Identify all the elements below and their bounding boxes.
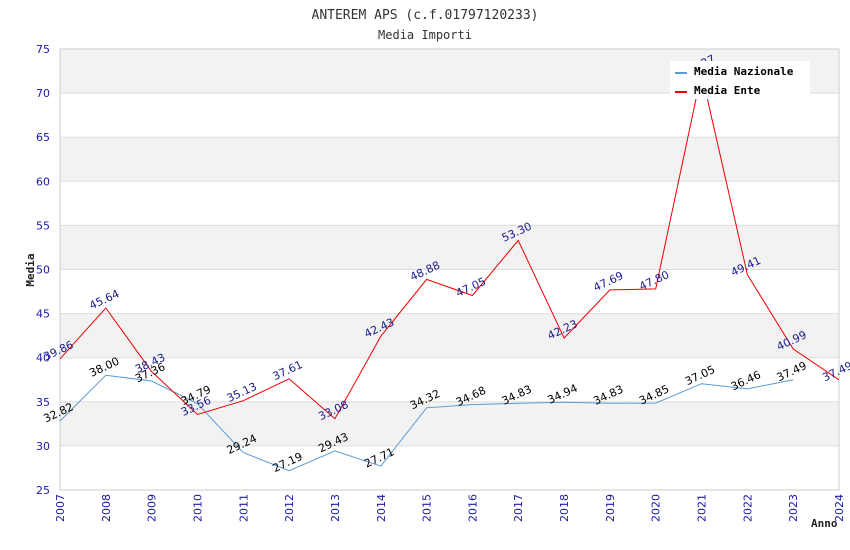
- series-line-media-ente: [59, 72, 840, 420]
- y-tick-label: 55: [36, 219, 50, 232]
- y-axis: 25 30 35 40 45 50 55 60 65 70 75: [36, 43, 50, 497]
- y-tick-label: 75: [36, 43, 50, 56]
- x-tick-label: 2020: [650, 494, 663, 522]
- plot-band: [60, 357, 839, 402]
- x-tick-label: 2015: [421, 494, 434, 522]
- x-tick-label: 2022: [741, 494, 754, 522]
- x-tick-label: 2013: [329, 494, 342, 522]
- x-tick-label: 2021: [696, 494, 709, 522]
- y-tick-label: 70: [36, 87, 50, 100]
- x-tick-label: 2008: [100, 494, 113, 522]
- y-tick-label: 40: [36, 352, 50, 365]
- plot-band: [60, 401, 839, 446]
- legend-label-media-ente: Media Ente: [694, 84, 761, 97]
- x-tick-label: 2019: [604, 494, 617, 522]
- x-axis: 2007 2008 2009 2010 2011 2012 2013 2014 2015 2016…: [54, 494, 846, 522]
- x-tick-label: 2024: [833, 494, 846, 522]
- x-tick-label: 2009: [146, 494, 159, 522]
- x-tick-label: 2007: [54, 494, 67, 522]
- plot-band: [60, 445, 839, 490]
- y-axis-title: Media: [24, 253, 37, 286]
- plot-frame: [59, 48, 840, 491]
- x-tick-label: 2011: [237, 494, 250, 522]
- x-tick-label: 2010: [191, 494, 204, 522]
- x-tick-label: 2018: [558, 494, 571, 522]
- plot-band: [60, 313, 839, 358]
- legend-box: [670, 61, 810, 99]
- chart-title: ANTEREM APS (c.f.01797120233): [312, 8, 539, 23]
- x-tick-label: 2016: [466, 494, 479, 522]
- y-tick-label: 35: [36, 396, 50, 409]
- plot-band: [60, 93, 839, 138]
- plot-band: [60, 225, 839, 270]
- y-tick-label: 65: [36, 131, 50, 144]
- plot-band: [60, 137, 839, 182]
- y-tick-label: 25: [36, 484, 50, 497]
- y-tick-label: 50: [36, 264, 50, 277]
- x-tick-label: 2023: [787, 494, 800, 522]
- legend-label-media-nazionale: Media Nazionale: [694, 65, 794, 78]
- x-tick-label: 2012: [283, 494, 296, 522]
- x-tick-label: 2017: [512, 494, 525, 522]
- x-axis-title: Anno: [811, 517, 838, 530]
- plot-background: [60, 49, 839, 490]
- y-tick-label: 45: [36, 308, 50, 321]
- plot-band: [60, 269, 839, 314]
- series-lines: [59, 72, 840, 472]
- plot-band: [60, 181, 839, 226]
- y-tick-label: 30: [36, 440, 50, 453]
- x-tick-label: 2014: [375, 494, 388, 522]
- legend: Media Nazionale Media Ente: [670, 61, 810, 99]
- series-line-media-nazionale: [59, 374, 794, 472]
- chart-subtitle: Media Importi: [378, 28, 472, 42]
- y-tick-label: 60: [36, 175, 50, 188]
